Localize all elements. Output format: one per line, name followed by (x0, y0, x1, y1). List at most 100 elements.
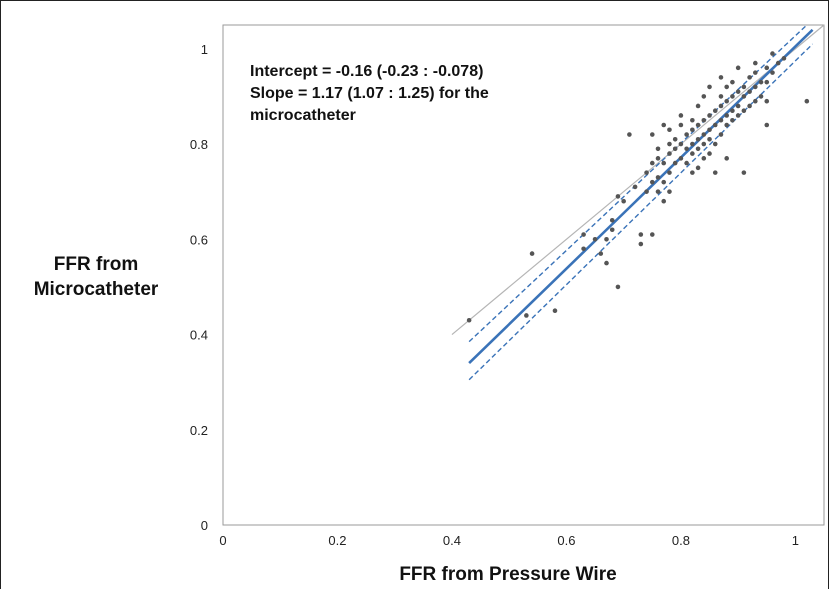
y-axis-title-line-1: FFR from (54, 254, 138, 275)
y-tick-label: 0.6 (190, 232, 208, 247)
y-tick-label: 1 (201, 42, 208, 57)
data-point (690, 151, 695, 156)
data-point (672, 136, 678, 142)
y-tick-label: 0.4 (190, 328, 208, 343)
data-point (655, 189, 661, 194)
data-point (707, 151, 712, 156)
data-point (695, 146, 701, 152)
identity-line (451, 24, 825, 335)
data-point (741, 94, 747, 99)
data-point (604, 236, 609, 242)
data-point (735, 113, 741, 118)
data-point (627, 132, 632, 137)
data-point (735, 65, 741, 71)
data-point (690, 141, 695, 147)
x-tick-label: 0.4 (443, 533, 461, 548)
data-point (730, 117, 735, 123)
data-point (684, 132, 689, 137)
data-point (764, 65, 770, 71)
data-point (753, 60, 758, 66)
data-point (638, 241, 644, 247)
data-point (649, 179, 655, 185)
data-point (718, 132, 724, 137)
data-point (730, 94, 735, 99)
data-point (701, 132, 707, 137)
data-point (712, 170, 718, 175)
data-point (735, 103, 741, 109)
data-point (730, 79, 735, 85)
data-point (678, 113, 684, 118)
data-point (552, 308, 558, 314)
data-point (644, 189, 649, 194)
data-point (678, 122, 684, 128)
data-point (764, 122, 770, 128)
data-point (581, 232, 586, 237)
data-point (701, 156, 707, 161)
annotation-line-3: microcatheter (250, 107, 356, 124)
data-point (655, 146, 661, 152)
x-tick-label: 0.2 (328, 533, 346, 548)
data-point (524, 313, 529, 318)
data-point (804, 98, 810, 104)
data-point (724, 98, 729, 104)
data-point (701, 117, 707, 123)
data-point (758, 94, 764, 99)
data-point (661, 160, 667, 166)
data-point (684, 160, 689, 166)
data-point (753, 98, 758, 104)
data-point (638, 232, 644, 237)
annotation-line-1: Intercept = -0.16 (-0.23 : -0.078) (250, 63, 483, 80)
data-point (758, 79, 764, 85)
data-point (718, 103, 724, 109)
y-tick-label: 0 (201, 518, 208, 533)
data-point (667, 170, 672, 175)
data-point (741, 170, 747, 175)
data-point (661, 179, 667, 185)
data-point (690, 117, 695, 123)
y-tick-label: 0.8 (190, 137, 208, 152)
x-axis-title: FFR from Pressure Wire (399, 564, 616, 585)
data-point (690, 127, 695, 133)
data-point (707, 127, 712, 133)
data-point (667, 141, 672, 147)
data-point (753, 70, 758, 75)
data-point (672, 160, 678, 166)
data-point (695, 165, 701, 171)
data-point (529, 251, 535, 256)
data-point (672, 146, 678, 152)
data-point (770, 70, 775, 75)
y-tick-label: 0.2 (190, 423, 208, 438)
data-point (724, 156, 729, 161)
data-point (695, 103, 701, 109)
data-point (718, 75, 724, 80)
annotation-line-2: Slope = 1.17 (1.07 : 1.25) for the (250, 85, 489, 102)
data-point (724, 113, 729, 118)
data-point (667, 151, 672, 156)
data-point (741, 108, 747, 114)
data-point (466, 317, 472, 323)
data-point (707, 113, 712, 118)
x-tick-label: 0.8 (672, 533, 690, 548)
data-point (741, 84, 747, 90)
data-point (621, 198, 626, 204)
data-point (781, 56, 787, 61)
y-axis-title-line-2: Microcatheter (34, 279, 159, 300)
x-tick-label: 0.6 (557, 533, 575, 548)
data-point (609, 227, 615, 233)
data-point (701, 94, 707, 99)
x-tick-label: 0 (219, 533, 226, 548)
data-point (667, 127, 672, 133)
data-points (466, 51, 810, 323)
data-point (649, 232, 655, 237)
data-point (735, 89, 741, 94)
data-point (747, 75, 752, 80)
data-point (770, 51, 775, 56)
data-point (712, 108, 718, 114)
data-point (775, 60, 781, 66)
data-point (690, 170, 695, 175)
data-point (592, 236, 598, 242)
data-point (644, 170, 649, 175)
data-point (609, 217, 615, 223)
data-point (695, 136, 701, 142)
